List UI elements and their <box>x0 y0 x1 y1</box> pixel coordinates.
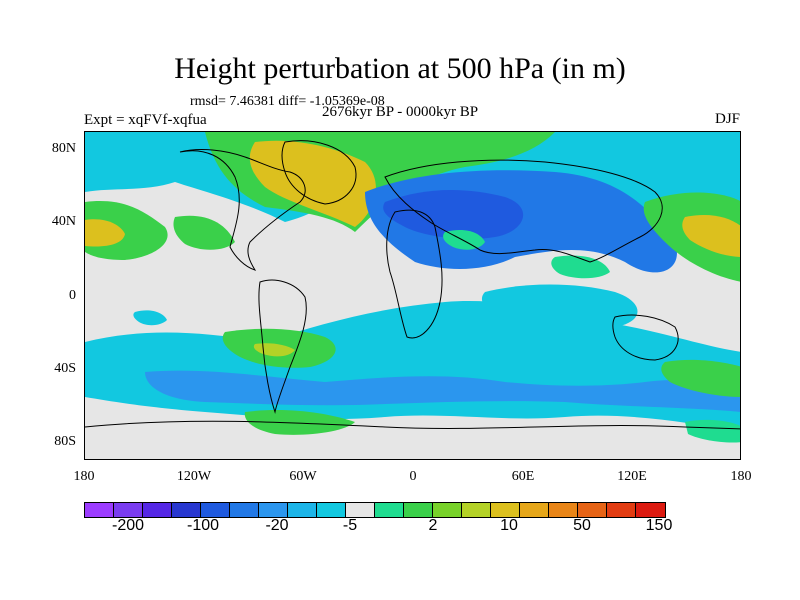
colorbar-swatch <box>549 503 578 517</box>
colorbar-swatch <box>491 503 520 517</box>
colorbar-swatch <box>114 503 143 517</box>
colorbar-swatch <box>172 503 201 517</box>
y-tick-label: 0 <box>69 288 76 303</box>
colorbar-label: 2 <box>428 517 438 534</box>
contour-green-tropics-1 <box>551 255 610 279</box>
contour-yellow-south-america <box>253 343 295 357</box>
colorbar <box>84 502 666 518</box>
colorbar-label: -100 <box>186 517 220 534</box>
colorbar-swatch <box>201 503 230 517</box>
x-tick-label: 180 <box>730 469 752 484</box>
colorbar-swatch <box>317 503 346 517</box>
contour-green-atlantic <box>173 215 235 250</box>
colorbar-label: 50 <box>573 517 591 534</box>
x-tick-label: 60E <box>511 469 535 484</box>
experiment-label: Expt = xqFVf-xqfua <box>84 112 207 128</box>
contour-mid-blue-south <box>145 370 740 412</box>
y-tick-label: 40S <box>54 361 76 376</box>
height-field-map <box>85 132 740 443</box>
x-tick-label: 180 <box>73 469 95 484</box>
coastlines <box>85 140 740 430</box>
colorbar-swatch <box>230 503 259 517</box>
x-tick-label: 120W <box>176 469 212 484</box>
colorbar-label: 10 <box>500 517 518 534</box>
colorbar-label: -20 <box>265 517 289 534</box>
colorbar-label: 150 <box>645 517 673 534</box>
colorbar-label: -200 <box>111 517 145 534</box>
season-label: DJF <box>714 111 740 127</box>
contour-olive-pacific-nw <box>85 219 125 247</box>
contour-olive-pacific-ne <box>682 215 740 257</box>
colorbar-label: -5 <box>342 517 358 534</box>
contour-green-southern-ocean <box>244 410 355 435</box>
colorbar-swatch <box>607 503 636 517</box>
map-plot-area <box>84 131 741 460</box>
colorbar-swatch <box>520 503 549 517</box>
colorbar-swatch <box>578 503 607 517</box>
colorbar-swatch <box>143 503 172 517</box>
rmsd-label: rmsd= 7.46381 diff= -1.05369e-08 <box>190 94 385 109</box>
y-tick-label: 80N <box>51 141 76 156</box>
colorbar-swatch <box>375 503 404 517</box>
colorbar-swatch <box>433 503 462 517</box>
x-tick-label: 60W <box>289 469 317 484</box>
chart-title: Height perturbation at 500 hPa (in m) <box>174 52 626 85</box>
contour-olive-greenland <box>249 140 376 227</box>
colorbar-swatch <box>462 503 491 517</box>
x-tick-label: 0 <box>409 469 417 484</box>
contour-green-south-pacific <box>661 359 740 397</box>
contour-light-blue-indian <box>481 284 638 329</box>
y-tick-label: 80S <box>54 434 76 449</box>
contour-deep-blue-asia <box>383 190 524 239</box>
colorbar-swatch <box>346 503 375 517</box>
colorbar-swatch <box>288 503 317 517</box>
x-tick-label: 120E <box>617 469 647 484</box>
y-tick-label: 40N <box>51 214 76 229</box>
period-label: 2676kyr BP - 0000kyr BP <box>322 104 479 120</box>
colorbar-swatch <box>636 503 665 517</box>
contour-light-blue-east-pacific <box>133 310 167 326</box>
colorbar-swatch <box>404 503 433 517</box>
contour-green-southern-ocean-2 <box>685 419 740 443</box>
contour-light-blue-south <box>85 301 740 432</box>
colorbar-swatch <box>259 503 288 517</box>
colorbar-swatch <box>85 503 114 517</box>
